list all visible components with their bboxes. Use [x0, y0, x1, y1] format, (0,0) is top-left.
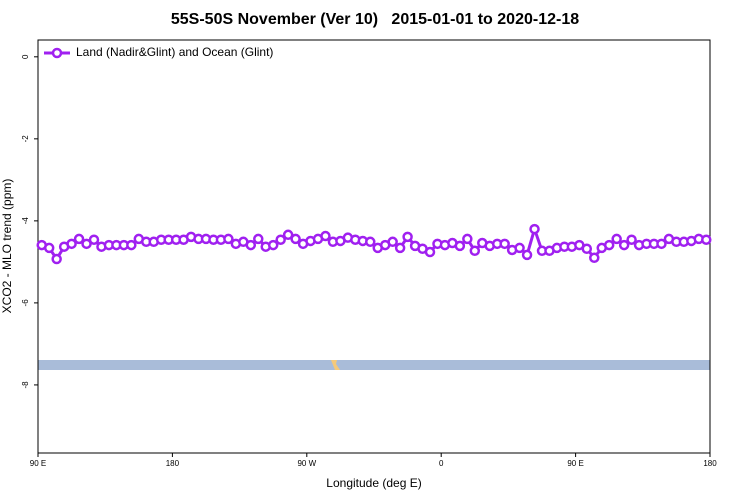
point [656, 238, 667, 250]
y-tick-label: 0 [21, 54, 30, 59]
point [394, 242, 406, 254]
point [253, 233, 264, 245]
y-tick-label: -2 [21, 135, 30, 143]
y-tick-label: -6 [21, 299, 30, 307]
point [81, 238, 92, 250]
land-ocean-strip [38, 360, 710, 370]
legend-label: Land (Nadir&Glint) and Ocean (Glint) [76, 45, 273, 59]
x-tick-label: 90 W [297, 459, 316, 468]
point [43, 242, 55, 254]
point [424, 246, 436, 258]
x-tick-label: 180 [703, 459, 717, 468]
y-tick-label: -8 [21, 381, 30, 389]
point [611, 233, 622, 245]
point [365, 236, 376, 248]
point [589, 252, 600, 264]
point [529, 223, 540, 235]
point [514, 242, 525, 254]
point [290, 233, 301, 245]
x-axis-label: Longitude (deg E) [326, 476, 421, 490]
land-strip-patch [331, 360, 340, 370]
point [521, 249, 533, 261]
point [618, 239, 630, 251]
x-tick-label: 0 [439, 459, 444, 468]
point [88, 234, 100, 245]
point [469, 245, 481, 257]
point [626, 234, 637, 245]
point [267, 239, 279, 251]
point [603, 239, 615, 251]
point [499, 238, 510, 250]
point [701, 234, 712, 245]
point [245, 239, 257, 251]
point [320, 230, 331, 242]
point [126, 239, 137, 251]
point [454, 240, 466, 252]
point [402, 231, 413, 243]
x-tick-label: 90 E [30, 459, 46, 468]
point [51, 253, 62, 265]
y-axis-label: XCO2 - MLO trend (ppm) [0, 179, 14, 314]
x-tick-label: 90 E [567, 459, 583, 468]
point [66, 238, 77, 250]
point [282, 229, 294, 241]
legend-marker [51, 47, 63, 59]
point [387, 236, 398, 248]
point [462, 233, 473, 245]
point [223, 233, 234, 245]
point [73, 233, 85, 245]
point [275, 234, 286, 245]
chart-title: 55S-50S November (Ver 10) 2015-01-01 to … [171, 11, 579, 28]
point [581, 243, 593, 255]
x-tick-label: 180 [166, 459, 180, 468]
y-tick-label: -4 [21, 217, 30, 225]
